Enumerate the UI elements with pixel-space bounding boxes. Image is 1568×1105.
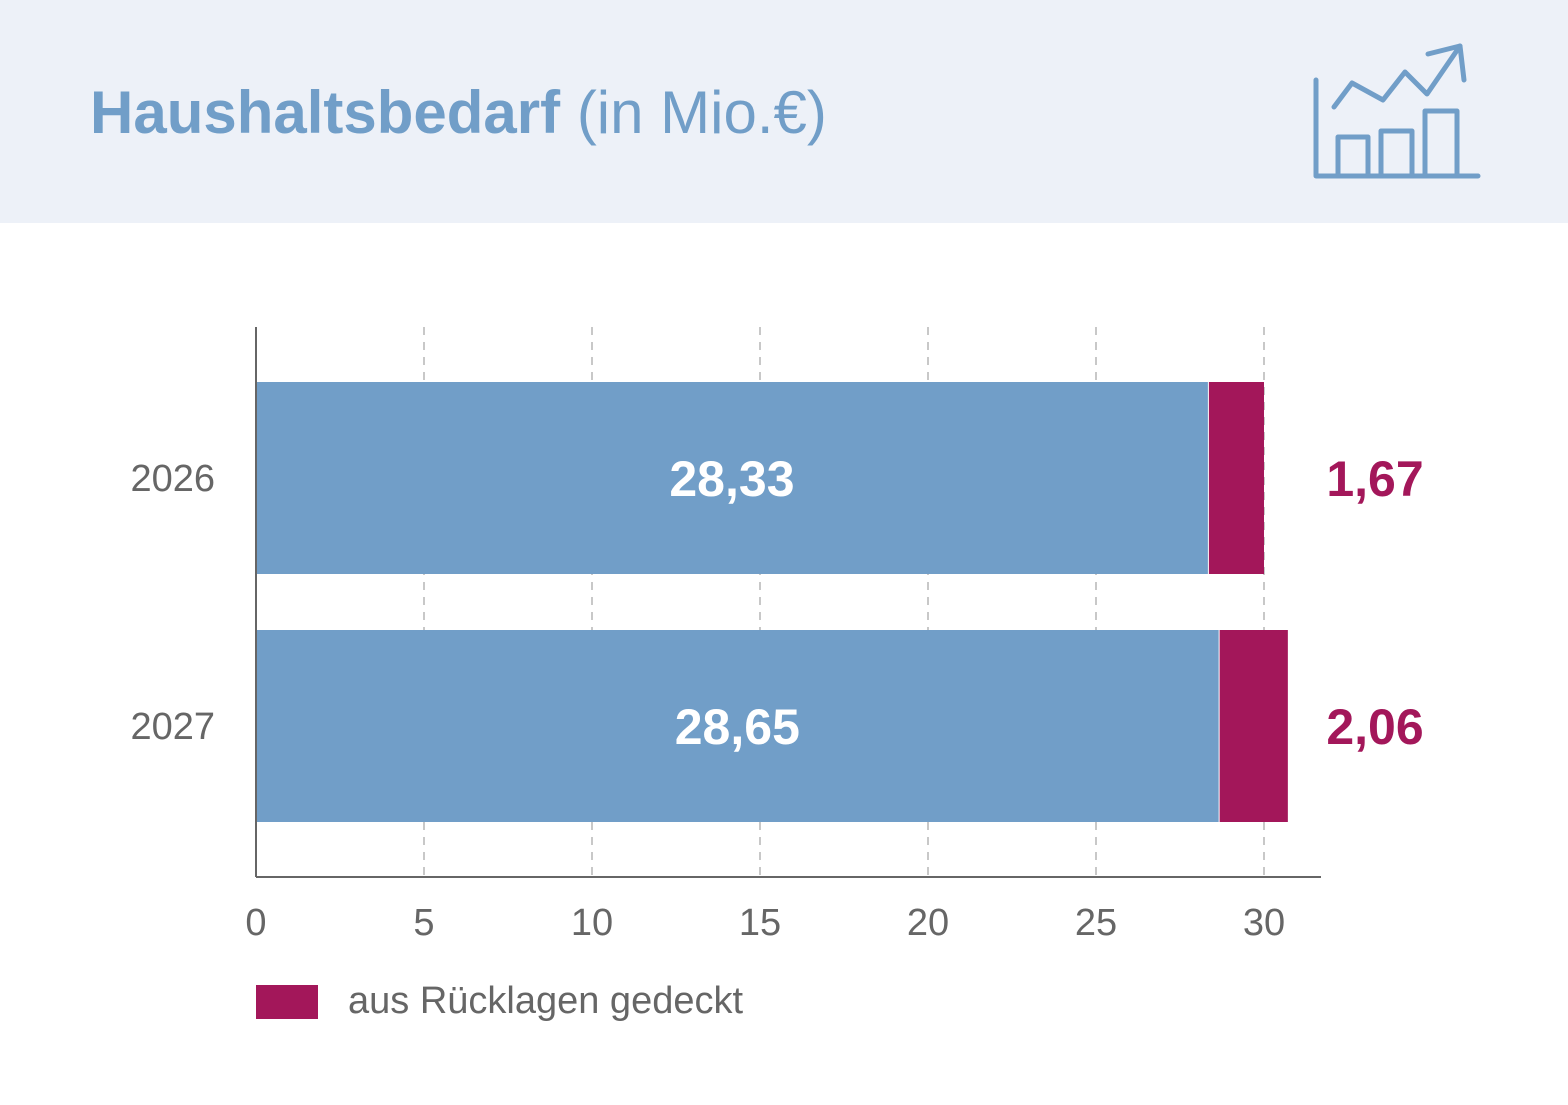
legend: aus Rücklagen gedeckt (256, 980, 743, 1023)
x-tick-label: 20 (907, 902, 949, 944)
data-label-reserves: 1,67 (1326, 451, 1423, 507)
bar-2026-reserves (1208, 382, 1264, 574)
x-tick-label: 0 (245, 902, 266, 944)
x-tick-label: 30 (1243, 902, 1285, 944)
bar-2027-base (256, 630, 1219, 822)
x-tick-label: 10 (571, 902, 613, 944)
bar-chart-trend-up-icon (1313, 43, 1481, 179)
x-tick-label: 15 (739, 902, 781, 944)
legend-swatch-reserves (256, 984, 318, 1019)
y-tick-label: 2027 (130, 706, 215, 748)
legend-label: aus Rücklagen gedeckt (348, 980, 744, 1022)
y-tick-label: 2026 (130, 458, 215, 500)
data-label-base: 28,33 (669, 451, 794, 507)
x-tick-label: 25 (1075, 902, 1117, 944)
bar-2027-reserves (1219, 630, 1288, 822)
bar-2026-base (256, 382, 1208, 574)
header-banner: Haushaltsbedarf (in Mio.€) (0, 0, 1568, 223)
data-label-base: 28,65 (675, 699, 800, 755)
page-title: Haushaltsbedarf (in Mio.€) (90, 79, 827, 146)
data-label-reserves: 2,06 (1326, 699, 1423, 755)
x-tick-label: 5 (413, 902, 434, 944)
